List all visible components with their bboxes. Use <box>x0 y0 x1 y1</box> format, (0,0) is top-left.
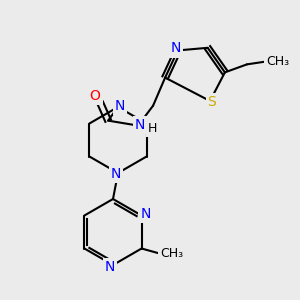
Text: N: N <box>171 41 181 56</box>
Text: N: N <box>105 260 115 274</box>
Text: N: N <box>140 206 151 220</box>
Text: N: N <box>111 167 121 181</box>
Text: S: S <box>208 95 216 109</box>
Text: O: O <box>90 88 101 103</box>
Text: H: H <box>147 122 157 135</box>
Text: N: N <box>135 118 145 132</box>
Text: N: N <box>115 99 125 113</box>
Text: CH₃: CH₃ <box>266 55 289 68</box>
Text: CH₃: CH₃ <box>160 247 183 260</box>
